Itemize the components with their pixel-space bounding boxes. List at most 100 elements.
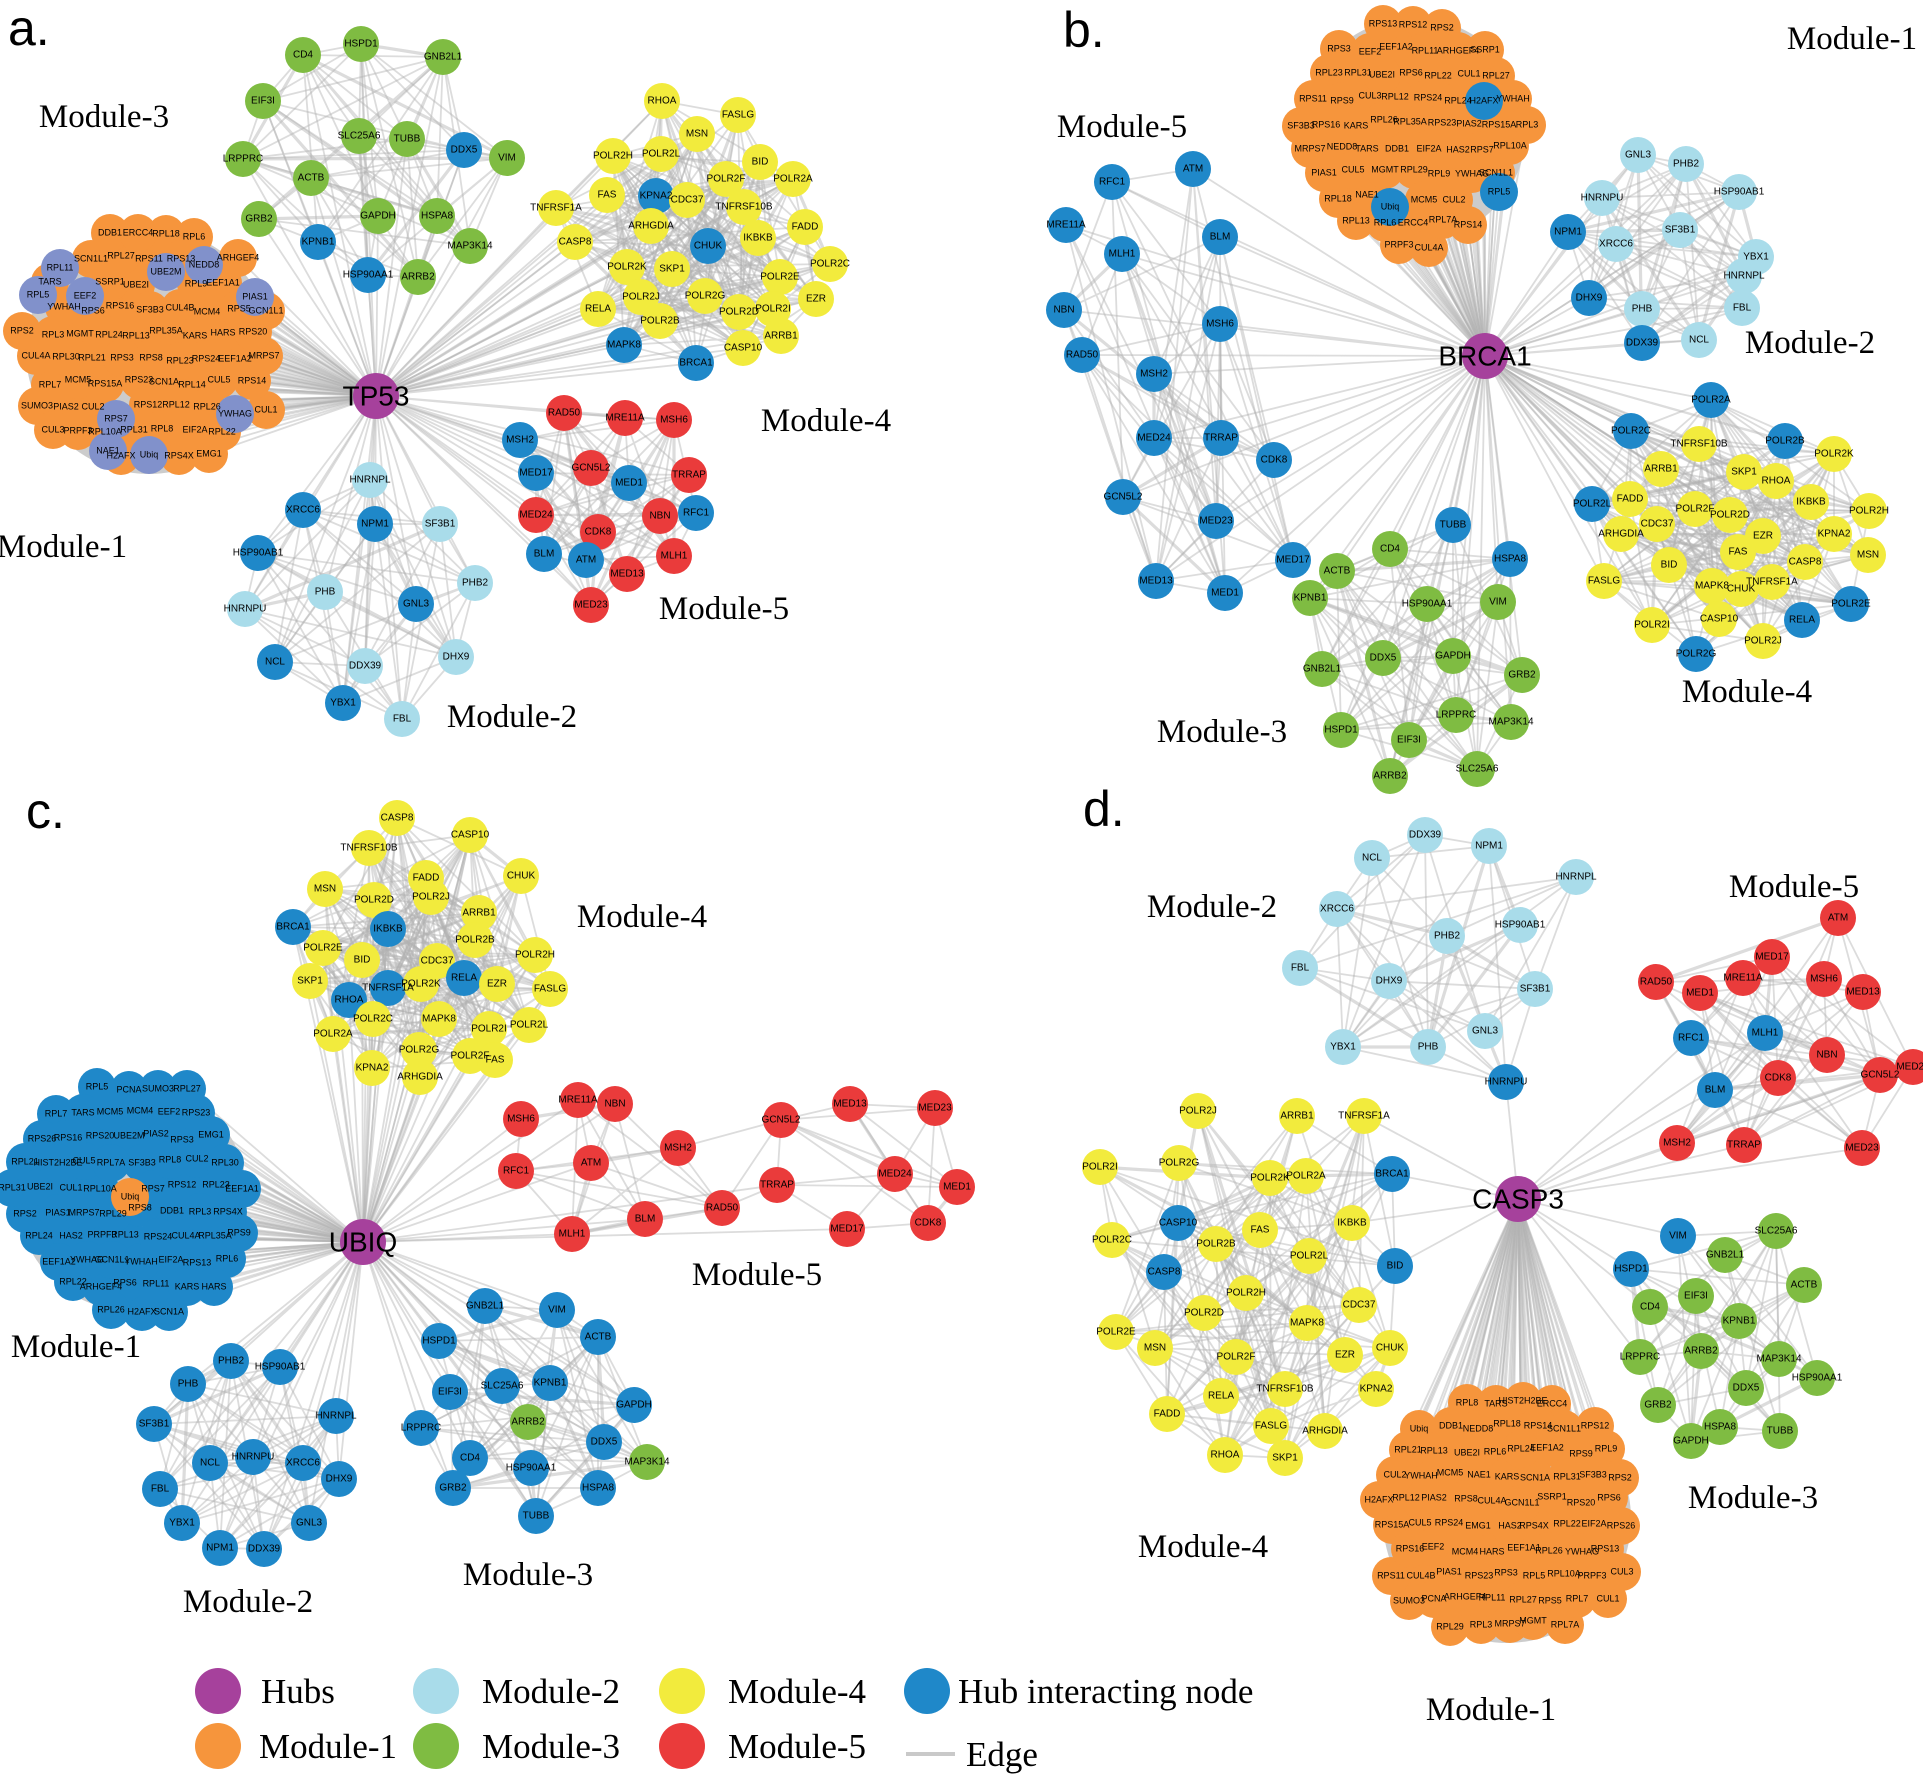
svg-text:POLR2L: POLR2L [510, 1020, 549, 1031]
svg-text:RFC1: RFC1 [1099, 177, 1126, 188]
svg-text:YWHAH: YWHAH [47, 301, 81, 311]
svg-text:RPL12: RPL12 [1392, 1492, 1420, 1502]
svg-text:HNRNPU: HNRNPU [1485, 1077, 1528, 1088]
svg-text:MCM5: MCM5 [1437, 1467, 1464, 1477]
svg-text:Ubiq: Ubiq [1410, 1423, 1429, 1433]
svg-text:GRB2: GRB2 [1644, 1400, 1672, 1411]
svg-text:CUL1: CUL1 [1596, 1593, 1619, 1603]
svg-text:POLR2D: POLR2D [719, 307, 759, 318]
svg-text:NCL: NCL [1689, 335, 1709, 346]
svg-text:TRRAP: TRRAP [760, 1180, 794, 1191]
svg-text:Module-5: Module-5 [659, 591, 789, 627]
svg-text:CUL4B: CUL4B [1406, 1570, 1435, 1580]
svg-text:KPNA2: KPNA2 [356, 1063, 389, 1074]
svg-text:RPS6: RPS6 [81, 305, 105, 315]
svg-text:ARHGDIA: ARHGDIA [397, 1072, 443, 1083]
svg-text:ARHGEF4: ARHGEF4 [80, 1281, 123, 1291]
svg-text:RPS9: RPS9 [1569, 1448, 1593, 1458]
svg-text:RPS12: RPS12 [134, 399, 163, 409]
svg-text:CDC37: CDC37 [421, 956, 454, 967]
svg-text:PHB2: PHB2 [1434, 931, 1461, 942]
svg-text:SF3B3: SF3B3 [136, 304, 164, 314]
svg-text:Hub interacting node: Hub interacting node [958, 1672, 1253, 1711]
svg-text:PHB2: PHB2 [462, 578, 489, 589]
svg-text:RPL7: RPL7 [39, 379, 62, 389]
svg-text:EZR: EZR [1335, 1350, 1355, 1361]
svg-text:MSH2: MSH2 [1663, 1138, 1691, 1149]
svg-text:ATM: ATM [576, 555, 596, 566]
svg-text:TARS: TARS [71, 1107, 94, 1117]
svg-text:TNFRSF10B: TNFRSF10B [1256, 1384, 1314, 1395]
svg-text:RPS6: RPS6 [1399, 67, 1423, 77]
svg-text:MLH1: MLH1 [1109, 249, 1136, 260]
svg-text:ATM: ATM [1828, 913, 1848, 924]
svg-text:PIAS2: PIAS2 [1456, 118, 1482, 128]
svg-text:RPL13: RPL13 [111, 1229, 139, 1239]
svg-text:GNB2L1: GNB2L1 [466, 1301, 505, 1312]
svg-text:MED23: MED23 [1845, 1143, 1879, 1154]
svg-text:EEF1A2: EEF1A2 [1379, 41, 1413, 51]
svg-text:RPS16: RPS16 [54, 1132, 83, 1142]
svg-text:FBL: FBL [1733, 303, 1752, 314]
svg-text:VIM: VIM [548, 1305, 566, 1316]
svg-text:SCN1L1: SCN1L1 [1479, 167, 1513, 177]
svg-text:MLH1: MLH1 [661, 551, 688, 562]
svg-text:RPS3: RPS3 [1494, 1567, 1518, 1577]
svg-text:EEF1A1: EEF1A1 [206, 277, 240, 287]
svg-text:HIST2H2BE: HIST2H2BE [1498, 1395, 1547, 1405]
svg-text:PHB2: PHB2 [218, 1356, 245, 1367]
svg-text:DDX39: DDX39 [1409, 830, 1442, 841]
svg-text:KPNB1: KPNB1 [1294, 593, 1327, 604]
svg-text:H2AFX: H2AFX [106, 450, 135, 460]
svg-text:EIF2A: EIF2A [1416, 143, 1441, 153]
svg-text:RPL3: RPL3 [1516, 119, 1539, 129]
svg-text:CASP10: CASP10 [1159, 1218, 1198, 1229]
svg-text:Ubiq: Ubiq [121, 1191, 140, 1201]
svg-text:TRRAP: TRRAP [1204, 433, 1238, 444]
svg-text:RPL35A: RPL35A [149, 325, 183, 335]
svg-text:BLM: BLM [1210, 232, 1231, 243]
svg-text:a.: a. [8, 0, 50, 56]
svg-text:H2AFX: H2AFX [1364, 1494, 1393, 1504]
svg-text:NBN: NBN [1816, 1050, 1837, 1061]
svg-text:MED24: MED24 [519, 510, 553, 521]
svg-text:RPL22: RPL22 [1553, 1518, 1581, 1528]
svg-text:CUL4A: CUL4A [21, 350, 50, 360]
svg-text:RPS24: RPS24 [1414, 92, 1443, 102]
svg-text:RPS5: RPS5 [1538, 1595, 1562, 1605]
svg-text:NAE1: NAE1 [96, 445, 120, 455]
svg-text:RAD50: RAD50 [548, 408, 581, 419]
svg-text:SKP1: SKP1 [659, 264, 685, 275]
svg-text:MED17: MED17 [1276, 555, 1310, 566]
svg-text:MAP3K14: MAP3K14 [1756, 1354, 1801, 1365]
svg-text:NEDD8: NEDD8 [189, 259, 220, 269]
svg-text:ARHGEF4: ARHGEF4 [1444, 1591, 1487, 1601]
svg-text:RPL30: RPL30 [211, 1157, 239, 1167]
svg-text:HSPA8: HSPA8 [421, 211, 453, 222]
svg-text:MLH1: MLH1 [559, 1229, 586, 1240]
svg-text:Edge: Edge [966, 1735, 1038, 1774]
svg-text:RPS23: RPS23 [182, 1107, 211, 1117]
svg-text:POLR2J: POLR2J [412, 892, 450, 903]
svg-text:Module-1: Module-1 [11, 1329, 141, 1365]
svg-text:POLR2F: POLR2F [707, 174, 746, 185]
svg-text:CUL5: CUL5 [72, 1155, 95, 1165]
svg-text:MED17: MED17 [519, 468, 553, 479]
svg-text:MCM5: MCM5 [65, 374, 92, 384]
svg-text:SLC25A6: SLC25A6 [1456, 764, 1499, 775]
svg-text:RPL9: RPL9 [1428, 168, 1451, 178]
svg-text:EZR: EZR [806, 294, 826, 305]
svg-text:MGMT: MGMT [1519, 1615, 1547, 1625]
svg-text:RPL11: RPL11 [143, 1278, 170, 1288]
svg-text:RPL12: RPL12 [162, 399, 190, 409]
svg-text:HAS2: HAS2 [59, 1230, 83, 1240]
svg-text:SLC25A6: SLC25A6 [481, 1381, 524, 1392]
svg-text:BRCA1: BRCA1 [1438, 340, 1531, 371]
svg-text:MED13: MED13 [1139, 576, 1173, 587]
svg-text:EIF3I: EIF3I [251, 96, 275, 107]
svg-text:Module-3: Module-3 [39, 99, 169, 135]
svg-text:TNFRSF1A: TNFRSF1A [530, 203, 582, 214]
svg-text:RPL23: RPL23 [202, 1179, 230, 1189]
svg-text:RPS7: RPS7 [1470, 144, 1494, 154]
svg-text:KARS: KARS [183, 330, 208, 340]
